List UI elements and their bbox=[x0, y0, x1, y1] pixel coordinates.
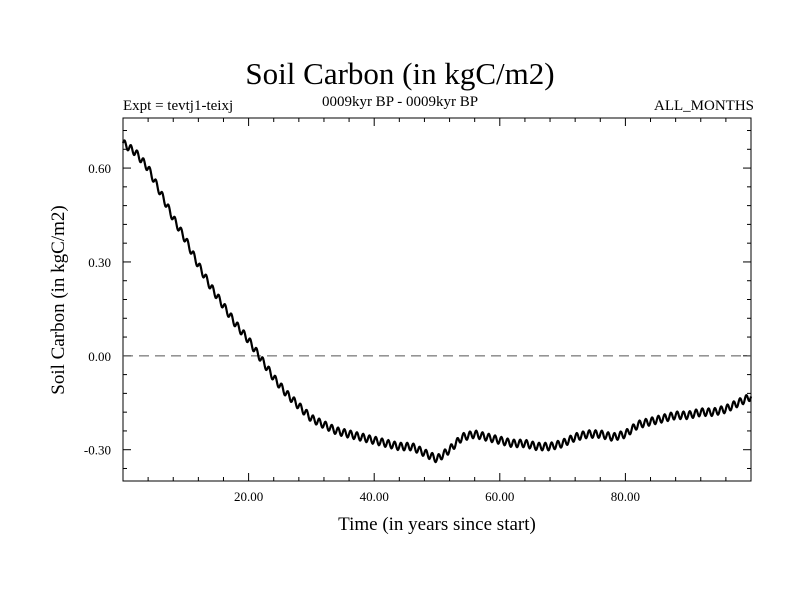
y-tick-label: 0.60 bbox=[88, 161, 111, 176]
x-tick-label: 20.00 bbox=[234, 489, 263, 504]
x-tick-label: 60.00 bbox=[485, 489, 514, 504]
y-axis-title: Soil Carbon (in kgC/m2) bbox=[48, 205, 69, 394]
x-tick-label: 80.00 bbox=[611, 489, 640, 504]
tick-labels: 20.00 40.00 60.00 80.00 0.60 0.30 0.00 -0.30 bbox=[84, 161, 640, 504]
y-tick-label: 0.30 bbox=[88, 255, 111, 270]
y-tick-label: -0.30 bbox=[84, 443, 111, 458]
axis-ticks bbox=[123, 118, 751, 481]
plot-frame bbox=[122, 117, 752, 482]
months-label: ALL_MONTHS bbox=[654, 98, 754, 114]
experiment-label: Expt = tevtj1-teixj bbox=[123, 98, 234, 114]
y-tick-label: 0.00 bbox=[88, 349, 111, 364]
chart-title: Soil Carbon (in kgC/m2) bbox=[245, 56, 555, 91]
x-axis-title: Time (in years since start) bbox=[338, 514, 536, 535]
series-line-soil-carbon bbox=[121, 139, 753, 464]
period-label: 0009kyr BP - 0009kyr BP bbox=[321, 94, 479, 110]
x-tick-label: 40.00 bbox=[360, 489, 389, 504]
